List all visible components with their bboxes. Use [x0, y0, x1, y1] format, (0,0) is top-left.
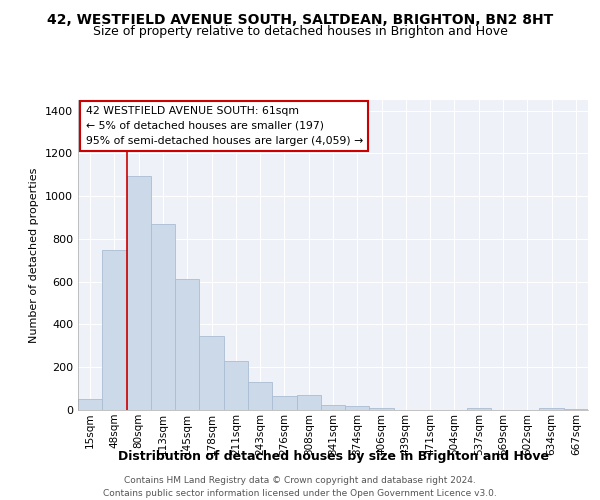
Text: Contains HM Land Registry data © Crown copyright and database right 2024.
Contai: Contains HM Land Registry data © Crown c…	[103, 476, 497, 498]
Bar	[78, 399, 102, 410]
Bar	[248, 382, 272, 410]
Bar	[199, 336, 224, 410]
Bar	[467, 408, 491, 410]
Bar	[539, 408, 564, 410]
Y-axis label: Number of detached properties: Number of detached properties	[29, 168, 40, 342]
Bar	[224, 362, 248, 410]
Bar	[321, 404, 345, 410]
Bar	[564, 409, 588, 410]
Bar	[127, 176, 151, 410]
Bar	[102, 250, 127, 410]
Text: 42 WESTFIELD AVENUE SOUTH: 61sqm
← 5% of detached houses are smaller (197)
95% o: 42 WESTFIELD AVENUE SOUTH: 61sqm ← 5% of…	[86, 106, 363, 146]
Text: 42, WESTFIELD AVENUE SOUTH, SALTDEAN, BRIGHTON, BN2 8HT: 42, WESTFIELD AVENUE SOUTH, SALTDEAN, BR…	[47, 12, 553, 26]
Bar	[151, 224, 175, 410]
Bar	[370, 408, 394, 410]
Bar	[345, 406, 370, 410]
Text: Distribution of detached houses by size in Brighton and Hove: Distribution of detached houses by size …	[118, 450, 548, 463]
Bar	[175, 278, 199, 410]
Bar	[272, 396, 296, 410]
Text: Size of property relative to detached houses in Brighton and Hove: Size of property relative to detached ho…	[92, 25, 508, 38]
Bar	[296, 396, 321, 410]
